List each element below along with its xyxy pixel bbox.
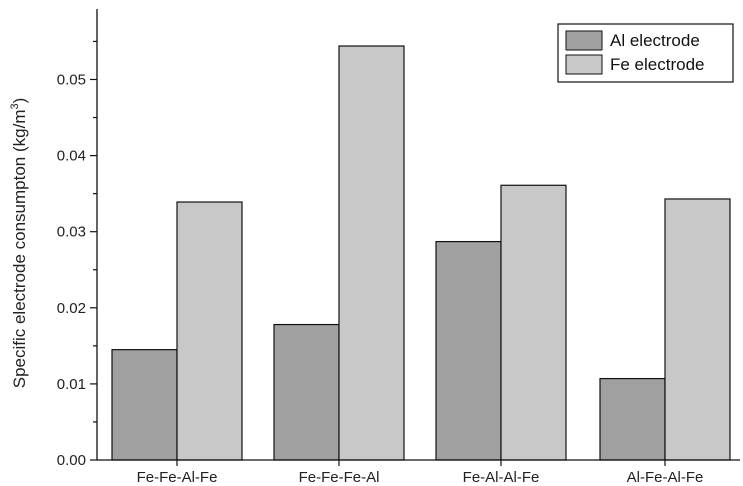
legend-label-fe: Fe electrode	[610, 55, 705, 74]
bar-fe-4	[664, 198, 731, 461]
y-tick-label: 0.03	[57, 224, 86, 241]
bar-al-4	[599, 377, 666, 461]
bar-al-1	[111, 349, 178, 461]
y-tick-label: 0.01	[57, 376, 86, 393]
y-tick-label: 0.00	[57, 452, 86, 469]
bar-fe-2	[338, 45, 405, 461]
y-tick-label: 0.02	[57, 300, 86, 317]
legend-swatch-al	[565, 30, 603, 51]
y-axis-title-suffix: )	[10, 98, 29, 104]
y-axis: 0.00 0.01 0.02 0.03 0.04 0.05	[57, 9, 98, 469]
bars-group	[111, 45, 731, 461]
x-axis: Fe-Fe-Al-Fe Fe-Fe-Fe-Al Fe-Al-Al-Fe Al-Fe-A…	[97, 459, 740, 486]
bar-fe-3	[500, 184, 567, 461]
x-tick-label: Fe-Al-Al-Fe	[463, 469, 540, 486]
y-axis-title-superscript: 3	[9, 103, 21, 109]
legend-label-al: Al electrode	[610, 31, 700, 50]
x-tick-label: Fe-Fe-Fe-Al	[299, 469, 380, 486]
x-tick-label: Fe-Fe-Al-Fe	[137, 469, 218, 486]
y-tick-label: 0.05	[57, 71, 86, 88]
bar-al-3	[435, 240, 502, 461]
y-axis-title-main: Specific electrode consumpton (kg/m	[10, 110, 29, 389]
y-tick-label: 0.04	[57, 148, 86, 165]
legend: Al electrode Fe electrode	[557, 23, 734, 83]
x-tick-label: Al-Fe-Al-Fe	[627, 469, 704, 486]
bar-fe-1	[176, 201, 243, 461]
legend-swatch-fe	[565, 54, 603, 75]
y-axis-title: Specific electrode consumpton (kg/m3)	[9, 98, 29, 389]
bar-al-2	[273, 323, 340, 461]
